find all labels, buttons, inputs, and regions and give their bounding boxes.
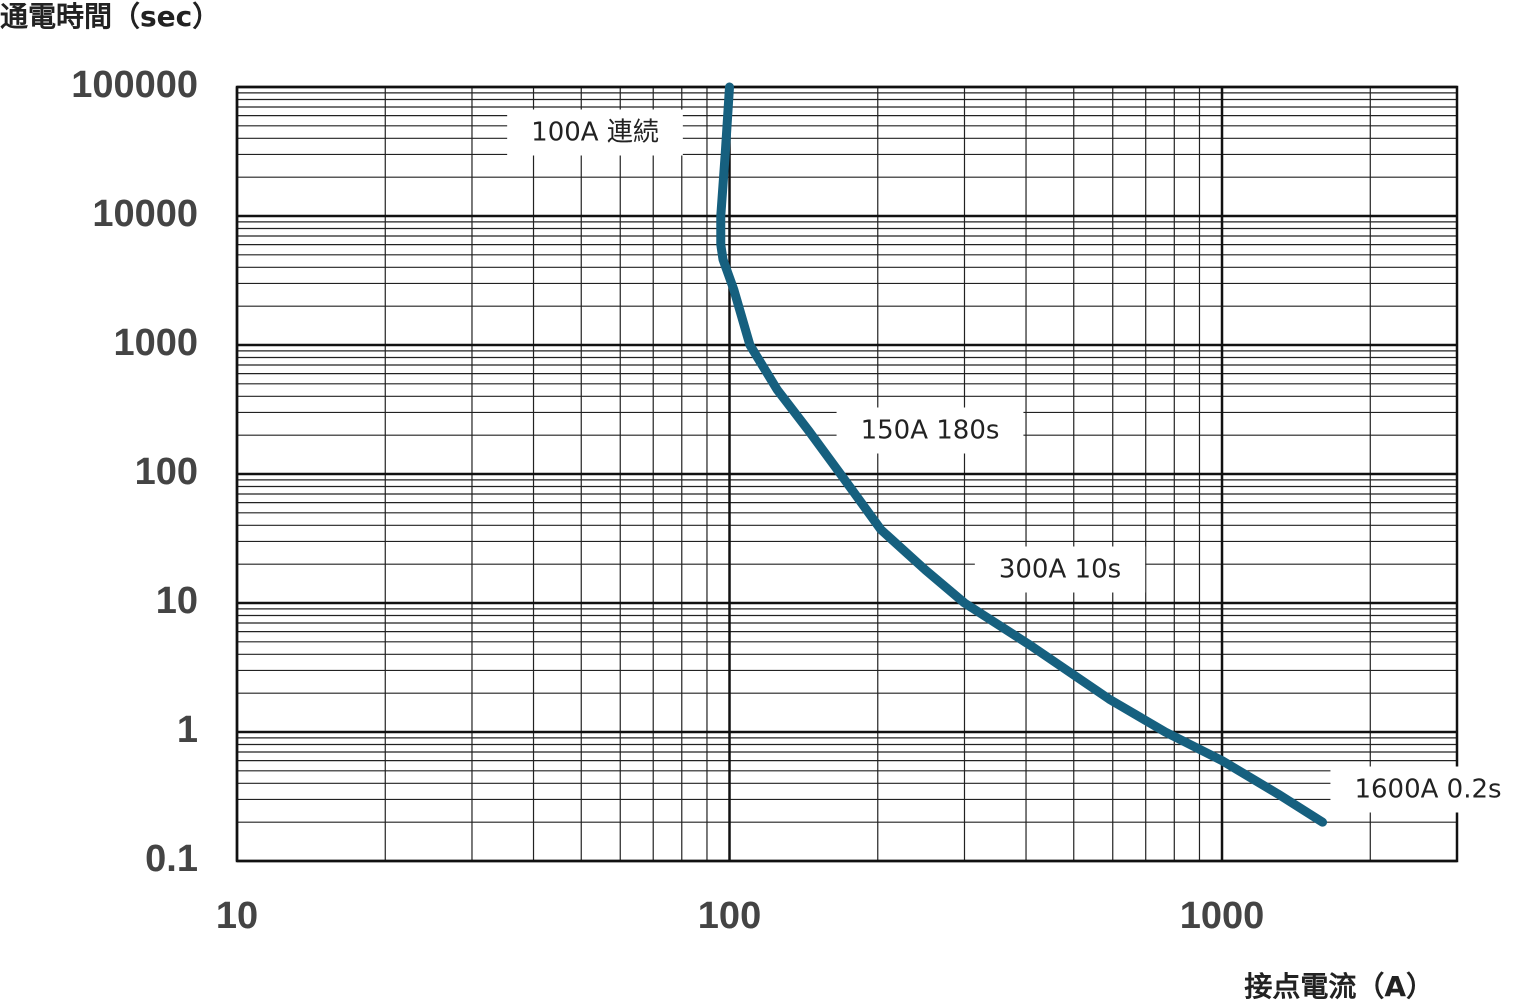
x-tick-label: 1000 — [1180, 895, 1265, 937]
x-tick-label: 10 — [216, 895, 258, 937]
plot-frame — [235, 85, 1459, 863]
y-tick-label: 1000 — [113, 322, 198, 364]
annotation: 1600A 0.2s — [1354, 775, 1501, 805]
y-tick-label: 1 — [177, 709, 198, 751]
y-tick-label: 10000 — [92, 193, 198, 235]
y-tick-label: 100000 — [71, 64, 198, 106]
y-tick-label: 10 — [156, 580, 198, 622]
x-tick-label: 100 — [698, 895, 761, 937]
annotation-bg — [836, 407, 1024, 454]
curve — [716, 82, 1328, 827]
annotation: 100A 連続 — [531, 118, 659, 148]
annotation: 150A 180s — [861, 416, 1000, 446]
x-axis-title: 接点電流（A） — [1244, 970, 1434, 1003]
y-axis-title: 通電時間（sec） — [0, 0, 220, 33]
annotation: 300A 10s — [999, 555, 1121, 585]
annotation-bg — [507, 109, 683, 156]
y-tick-label: 100 — [135, 451, 198, 493]
annotation-bg — [1330, 766, 1520, 813]
annotation-bg — [974, 546, 1146, 593]
y-tick-label: 0.1 — [145, 838, 198, 880]
